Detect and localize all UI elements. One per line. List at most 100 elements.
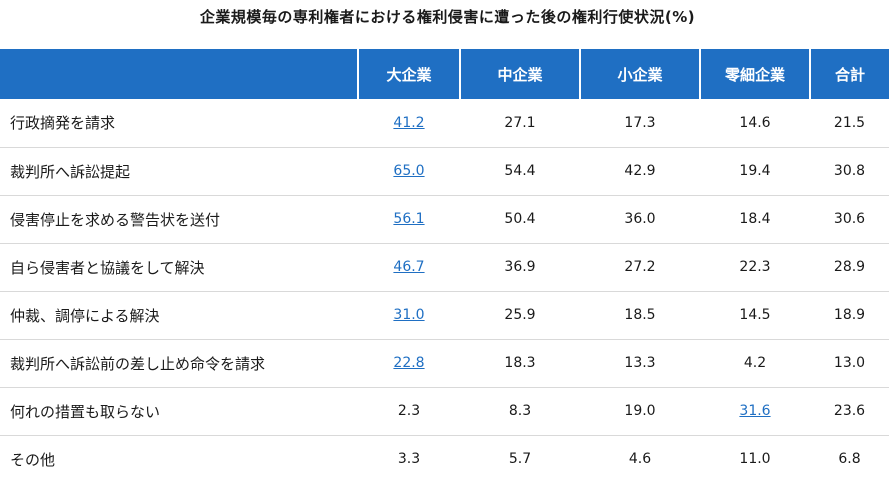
table-cell: 13.3 [580, 339, 700, 388]
cell-value: 17.3 [624, 114, 656, 131]
table-cell: 11.0 [700, 435, 810, 483]
cell-value: 25.9 [504, 307, 536, 323]
table-cell: 19.0 [580, 387, 700, 436]
table-cell: 17.3 [580, 99, 700, 148]
cell-value: 27.1 [504, 114, 536, 131]
table-cell: 42.9 [580, 147, 700, 196]
cell-value: 23.6 [833, 403, 866, 419]
table-cell: 30.8 [810, 147, 889, 196]
cell-value: 28.9 [833, 259, 866, 275]
results-table: 大企業 中企業 小企業 零細企業 合計 行政摘発を請求 41.2 27.1 17.3 1… [0, 49, 889, 483]
table-cell: 18.3 [460, 339, 580, 388]
cell-value: 18.9 [833, 307, 866, 323]
table-cell: 8.3 [460, 387, 580, 436]
table-cell: 4.2 [700, 339, 810, 388]
table-cell: 56.1 [358, 195, 460, 244]
table-cell: 46.7 [358, 243, 460, 292]
cell-value: 50.4 [504, 211, 536, 227]
table-cell: 30.6 [810, 195, 889, 244]
cell-value: 14.6 [739, 114, 771, 131]
cell-value: 5.7 [508, 451, 532, 468]
table-cell: 50.4 [460, 195, 580, 244]
table-cell: 13.0 [810, 339, 889, 388]
table-row: その他 3.3 5.7 4.6 11.0 6.8 [0, 435, 889, 483]
cell-value: 4.2 [743, 355, 767, 371]
row-label: 仲裁、調停による解決 [0, 291, 358, 340]
table-body: 行政摘発を請求 41.2 27.1 17.3 14.6 21.5 裁判所へ訴訟提起 65.0 5… [0, 99, 889, 483]
table-cell: 19.4 [700, 147, 810, 196]
table-cell: 65.0 [358, 147, 460, 196]
cell-value-highlight: 31.0 [393, 307, 425, 323]
cell-value-highlight: 22.8 [393, 355, 425, 371]
table-row: 何れの措置も取らない 2.3 8.3 19.0 31.6 23.6 [0, 387, 889, 436]
row-label: 行政摘発を請求 [0, 99, 358, 148]
table-cell: 27.2 [580, 243, 700, 292]
table-cell: 36.0 [580, 195, 700, 244]
table-cell: 27.1 [460, 99, 580, 148]
cell-value: 11.0 [739, 451, 771, 468]
row-label: 裁判所へ訴訟提起 [0, 147, 358, 196]
cell-value: 19.0 [624, 403, 656, 419]
column-header: 合計 [809, 49, 889, 99]
cell-value: 21.5 [833, 114, 866, 131]
cell-value-highlight: 31.6 [739, 403, 771, 419]
column-header: 大企業 [357, 49, 460, 99]
table-row: 裁判所へ訴訟前の差し止め命令を請求 22.8 18.3 13.3 4.2 13.0 [0, 339, 889, 388]
row-label: 何れの措置も取らない [0, 387, 358, 436]
cell-value: 36.0 [624, 211, 656, 227]
chart-title: 企業規模毎の専利権者における権利侵害に遭った後の権利行使状況(%) [199, 8, 696, 26]
cell-value: 4.6 [628, 451, 652, 468]
cell-value: 22.3 [739, 259, 771, 275]
cell-value: 30.6 [833, 211, 866, 227]
table-row: 仲裁、調停による解決 31.0 25.9 18.5 14.5 18.9 [0, 291, 889, 340]
column-header: 零細企業 [699, 49, 810, 99]
cell-value: 54.4 [504, 163, 536, 179]
cell-value: 18.3 [504, 355, 536, 371]
table-cell: 18.9 [810, 291, 889, 340]
table-cell: 18.4 [700, 195, 810, 244]
table-cell: 2.3 [358, 387, 460, 436]
cell-value: 18.4 [739, 211, 771, 227]
cell-value: 19.4 [739, 163, 771, 179]
column-header: 小企業 [579, 49, 700, 99]
column-header: 中企業 [459, 49, 580, 99]
table-cell: 31.0 [358, 291, 460, 340]
table-cell: 41.2 [358, 99, 460, 148]
table-cell: 6.8 [810, 435, 889, 483]
cell-value: 18.5 [624, 307, 656, 323]
table-row: 裁判所へ訴訟提起 65.0 54.4 42.9 19.4 30.8 [0, 147, 889, 196]
table-cell: 23.6 [810, 387, 889, 436]
cell-value-highlight: 41.2 [393, 114, 425, 131]
cell-value-highlight: 46.7 [393, 259, 425, 275]
row-label: その他 [10, 450, 56, 469]
table-row: 自ら侵害者と協議をして解決 46.7 36.9 27.2 22.3 28.9 [0, 243, 889, 292]
table-cell: 5.7 [460, 435, 580, 483]
table-row: 侵害停止を求める警告状を送付 56.1 50.4 36.0 18.4 30.6 [0, 195, 889, 244]
cell-value: 30.8 [833, 163, 866, 179]
header-corner [0, 49, 358, 99]
table-row: 行政摘発を請求 41.2 27.1 17.3 14.6 21.5 [0, 99, 889, 148]
table-cell: 18.5 [580, 291, 700, 340]
table-cell: 25.9 [460, 291, 580, 340]
table-cell: 22.8 [358, 339, 460, 388]
table-cell: 21.5 [810, 99, 889, 148]
table-cell: 3.3 [358, 435, 460, 483]
cell-value-highlight: 65.0 [393, 163, 425, 179]
table-cell: 4.6 [580, 435, 700, 483]
cell-value: 3.3 [397, 451, 421, 468]
table-cell: 14.5 [700, 291, 810, 340]
cell-value: 13.0 [833, 355, 866, 371]
table-cell: 14.6 [700, 99, 810, 148]
cell-value: 8.3 [508, 403, 532, 419]
table-cell: 28.9 [810, 243, 889, 292]
cell-value-highlight: 56.1 [393, 211, 425, 227]
table-cell: 36.9 [460, 243, 580, 292]
table-header-row: 大企業 中企業 小企業 零細企業 合計 [0, 49, 889, 99]
cell-value: 2.3 [397, 403, 421, 419]
table-cell: 31.6 [700, 387, 810, 436]
cell-value: 36.9 [504, 259, 536, 275]
cell-value: 27.2 [624, 259, 656, 275]
cell-value: 13.3 [624, 355, 656, 371]
cell-value: 14.5 [739, 307, 771, 323]
table-cell: 54.4 [460, 147, 580, 196]
